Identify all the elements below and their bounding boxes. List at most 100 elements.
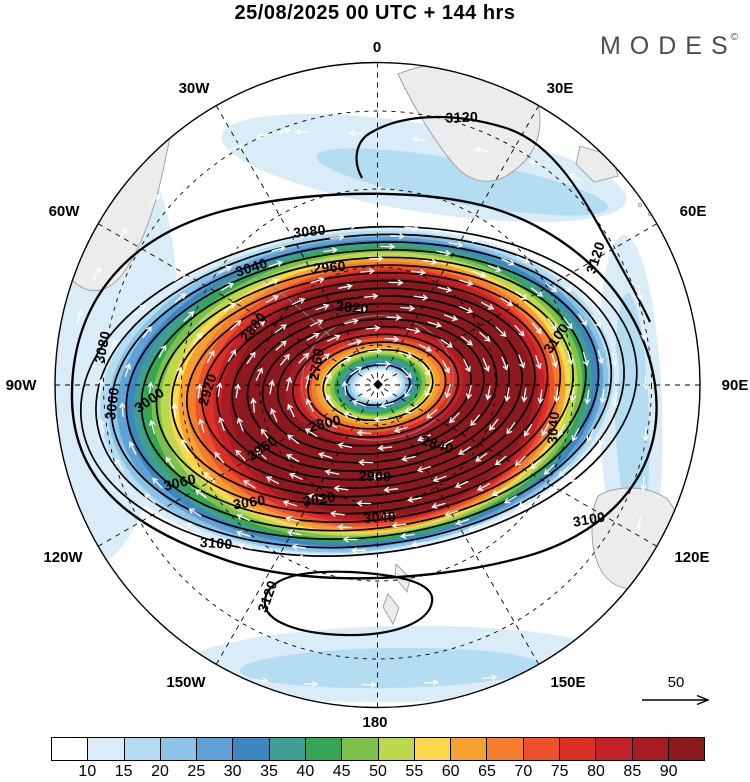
wind-arrow (173, 403, 176, 418)
wind-arrow (518, 498, 531, 508)
contour-label: 2800 (307, 411, 343, 434)
wind-arrow-head (518, 501, 525, 508)
wind-arrow (280, 354, 290, 366)
wind-arrow-head (567, 358, 574, 366)
wind-arrow (571, 386, 575, 402)
wind-arrow (115, 458, 124, 471)
wind-arrow (338, 356, 351, 365)
wind-arrow-head (405, 372, 412, 379)
wind-arrow-head (404, 407, 411, 414)
wind-arrow-head (424, 391, 431, 398)
wind-arrow-head (466, 393, 472, 400)
wind-arrow (431, 502, 446, 508)
wind-arrow-head (280, 340, 287, 347)
wind-arrow-head (383, 486, 390, 493)
wind-arrow-head (329, 510, 337, 517)
wind-arrow-head (599, 397, 606, 404)
wind-arrow (398, 351, 413, 358)
wind-arrow-head (171, 402, 178, 409)
wind-arrow (390, 235, 405, 238)
wind-arrow (463, 358, 471, 372)
wind-arrow-head (640, 484, 647, 491)
wind-arrow-head (181, 439, 187, 446)
wind-arrow (206, 350, 215, 364)
wind-arrow (173, 273, 187, 282)
wind-arrow-head (356, 500, 363, 507)
wind-arrow (530, 458, 542, 469)
wind-arrow (124, 363, 131, 378)
wind-arrow (555, 387, 559, 402)
wind-arrow-head (345, 356, 352, 363)
wind-arrow (487, 264, 502, 272)
contour-label: 2900 (359, 468, 392, 485)
wind-arrow-head (541, 429, 548, 436)
wind-arrow (287, 434, 299, 445)
wind-arrow-head (377, 255, 384, 262)
wind-arrow-head (193, 165, 200, 172)
wind-arrow-head (352, 399, 359, 406)
wind-arrow (440, 339, 453, 348)
wind-arrow (592, 315, 601, 328)
wind-arrow (495, 326, 507, 337)
wind-arrow (289, 473, 303, 480)
wind-arrow-head (379, 402, 387, 409)
wind-arrow-head (557, 430, 563, 437)
wind-arrow-head (384, 360, 391, 367)
wind-arrow-head (636, 294, 643, 301)
wind-arrow (482, 676, 497, 680)
height-contour (170, 271, 562, 507)
wind-arrow-head (407, 496, 414, 503)
colorbar-tick-label: 90 (659, 763, 678, 780)
wind-arrow-head (611, 360, 618, 367)
wind-arrow (236, 531, 251, 537)
wind-arrow-head (272, 295, 279, 301)
wind-arrow-head (236, 417, 243, 424)
height-contour (355, 115, 652, 323)
wind-arrow-head (435, 321, 442, 328)
height-contour (125, 248, 600, 532)
wind-arrow (492, 488, 505, 496)
wind-arrow-head (570, 476, 577, 483)
wind-arrow-head (235, 319, 242, 326)
longitude-labels: 0 30E 60E 90E 120E 150E 180 150W 120W 90W 60W 30W (6, 39, 749, 731)
wind-arrow (329, 236, 345, 240)
wind-arrow-head (455, 519, 462, 526)
wind-arrow-head (471, 236, 478, 243)
contour-label: 3020 (302, 489, 337, 510)
wind-arrow (98, 379, 102, 394)
wind-arrow (544, 464, 555, 475)
wind-arrow-head (98, 419, 105, 426)
wind-arrow-head (272, 278, 280, 285)
wind-arrow (353, 308, 368, 312)
wind-arrow (305, 374, 311, 389)
wind-vectors (76, 127, 649, 688)
wind-arrow-head (125, 363, 132, 370)
wind-arrow-head (214, 451, 221, 458)
contour-label: 2960 (313, 258, 347, 277)
wind-arrow (343, 381, 347, 396)
wind-arrow (152, 477, 163, 489)
wind-arrow (285, 517, 300, 522)
colorbar-cell (160, 738, 198, 760)
wind-arrow (189, 508, 202, 517)
wind-arrow (514, 325, 525, 337)
wind-arrow (150, 420, 156, 435)
wind-arrow (515, 290, 528, 300)
wind-arrow (458, 446, 471, 455)
wind-arrow (324, 420, 338, 428)
wind-arrow (436, 250, 451, 255)
polar-stereographic-map: 3120312031203100310031003080308030603060… (6, 39, 749, 731)
height-contour (216, 295, 523, 481)
wind-arrow-head (198, 418, 205, 425)
wind-arrow-head (506, 300, 514, 306)
wind-arrow (223, 302, 236, 312)
wind-arrow (352, 400, 366, 407)
wind-arrow-head (508, 259, 515, 266)
contour-label: 2760 (305, 347, 326, 382)
wind-arrow (227, 349, 236, 363)
wind-arrow (176, 366, 182, 381)
colorbar-cell (52, 738, 89, 760)
wind-arrow-head (284, 353, 290, 360)
wind-arrow (229, 143, 244, 151)
wind-arrow-head (456, 241, 464, 248)
